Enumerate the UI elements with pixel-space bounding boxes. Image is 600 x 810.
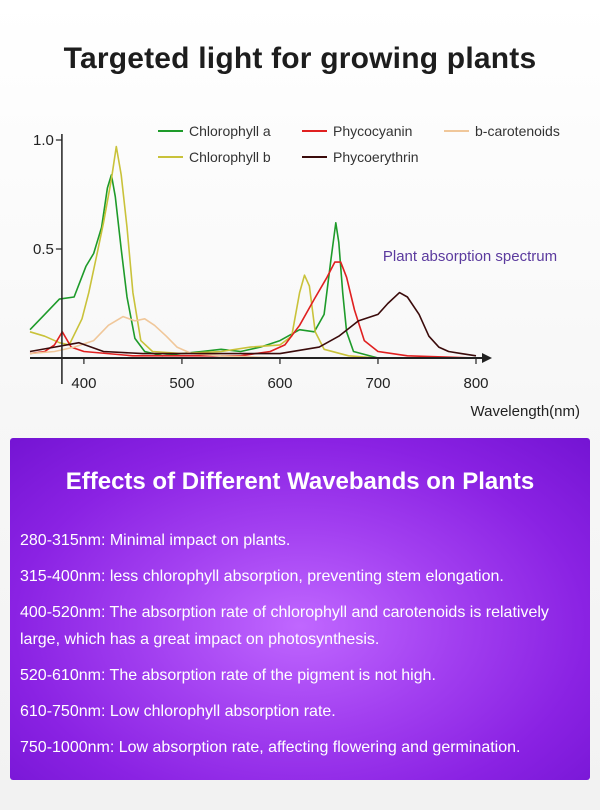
list-item: 610-750nm: Low chlorophyll absorption ra… bbox=[20, 703, 336, 720]
x-tick-label: 600 bbox=[267, 375, 292, 392]
x-axis-label: Wavelength(nm) bbox=[471, 403, 580, 420]
legend-label: Chlorophyll a bbox=[189, 123, 271, 139]
series-line-chlorophyll-b bbox=[29, 145, 476, 359]
series-line-chlorophyll-a bbox=[29, 174, 476, 359]
x-tick-label: 400 bbox=[71, 375, 96, 392]
page-title: Targeted light for growing plants bbox=[63, 42, 537, 75]
legend-label: Phycocyanin bbox=[333, 123, 412, 139]
list-item: 280-315nm: Minimal impact on plants. bbox=[20, 532, 291, 549]
legend-label: Phycoerythrin bbox=[333, 149, 419, 165]
absorption-spectrum-chart: 400 500 600 700 800 0.5 1.0 Wavelength(nm) Pl… bbox=[29, 123, 580, 420]
x-ticks: 400 500 600 700 800 bbox=[71, 358, 489, 392]
series-line-phycocyanin bbox=[29, 261, 477, 359]
x-axis-arrow bbox=[482, 353, 492, 363]
wavebands-panel: Effects of Different Wavebands on Plants… bbox=[10, 438, 590, 780]
list-item: 400-520nm: The absorption rate of chloro… bbox=[20, 604, 549, 648]
legend: Chlorophyll a Phycocyanin b-carotenoids Chl… bbox=[158, 123, 560, 165]
y-ticks: 0.5 1.0 bbox=[33, 132, 62, 258]
y-tick-label: 0.5 bbox=[33, 241, 54, 258]
series-layer bbox=[29, 145, 477, 359]
legend-label: Chlorophyll b bbox=[189, 149, 271, 165]
panel-title: Effects of Different Wavebands on Plants bbox=[65, 468, 535, 495]
chart-annotation: Plant absorption spectrum bbox=[383, 248, 557, 265]
series-line-phycoerythrin bbox=[29, 291, 477, 357]
x-tick-label: 700 bbox=[365, 375, 390, 392]
list-item: 750-1000nm: Low absorption rate, affecti… bbox=[20, 739, 521, 756]
legend-label: b-carotenoids bbox=[475, 123, 560, 139]
x-tick-label: 800 bbox=[463, 375, 488, 392]
list-item: 520-610nm: The absorption rate of the pi… bbox=[20, 667, 436, 684]
list-item: 315-400nm: less chlorophyll absorption, … bbox=[20, 568, 504, 585]
waveband-list: 280-315nm: Minimal impact on plants. 315… bbox=[20, 527, 585, 770]
series-line-b-carotenoids bbox=[29, 315, 476, 359]
x-tick-label: 500 bbox=[169, 375, 194, 392]
y-tick-label: 1.0 bbox=[33, 132, 54, 149]
